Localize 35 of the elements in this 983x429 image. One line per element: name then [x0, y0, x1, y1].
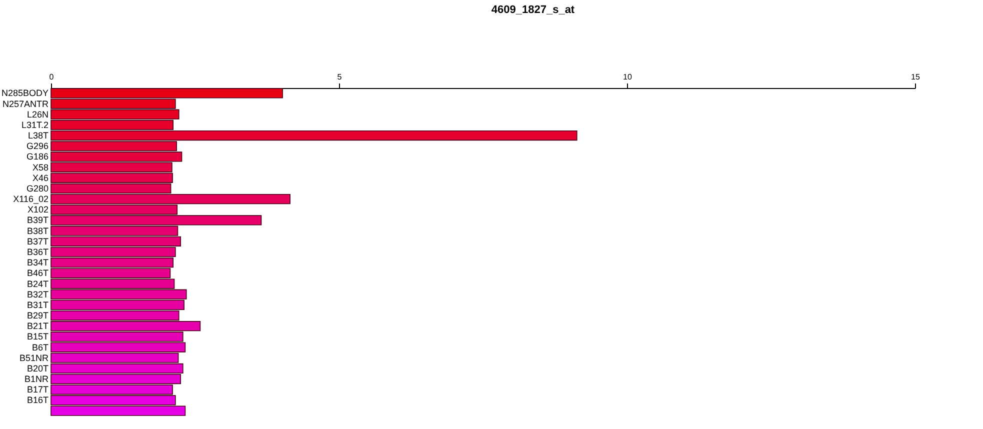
y-tick-label: G280 [26, 183, 48, 194]
y-tick-label: B31T [26, 300, 49, 310]
y-tick-label: B46T [26, 268, 49, 278]
y-tick-label: B24T [26, 278, 49, 289]
y-tick-label: B34T [26, 258, 49, 268]
y-tick-label: B16T [26, 395, 49, 406]
x-tick-label: 10 [623, 72, 632, 82]
y-tick-label: X116_02 [13, 194, 48, 204]
x-tick-label: 5 [337, 72, 342, 82]
y-tick-label: B6T [32, 342, 49, 352]
y-tick-label: L38T [28, 130, 49, 141]
y-tick-label: X102 [27, 204, 48, 215]
y-tick-label: B15T [26, 332, 49, 342]
y-tick-label: B51NR [19, 352, 49, 363]
x-tick-label: 15 [911, 72, 920, 82]
y-tick-label: B37T [26, 236, 49, 246]
y-tick-label: B36T [26, 247, 49, 257]
chart-title: 4609_1827_s_at [491, 4, 575, 16]
y-tick-label: B32T [26, 289, 49, 300]
y-tick-label: L26N [26, 109, 48, 120]
y-tick-label: B38T [26, 226, 49, 236]
y-tick-label: G186 [26, 152, 48, 162]
y-tick-label: L31T.2 [21, 120, 48, 130]
y-tick-label: N257ANTR [2, 98, 49, 109]
y-tick-label: N285BODY [1, 88, 48, 98]
y-tick-label: B21T [26, 321, 49, 332]
y-tick-label: X58 [32, 162, 48, 172]
y-tick-label: B1NR [24, 374, 49, 384]
y-tick-label: B29T [26, 310, 49, 321]
y-tick-label: B17T [26, 384, 49, 395]
x-tick-label: 0 [49, 72, 54, 82]
y-tick-label: G296 [26, 141, 48, 152]
y-tick-label: B20T [26, 363, 49, 374]
y-tick-label: B39T [26, 215, 49, 226]
y-tick-label: X46 [32, 172, 48, 183]
